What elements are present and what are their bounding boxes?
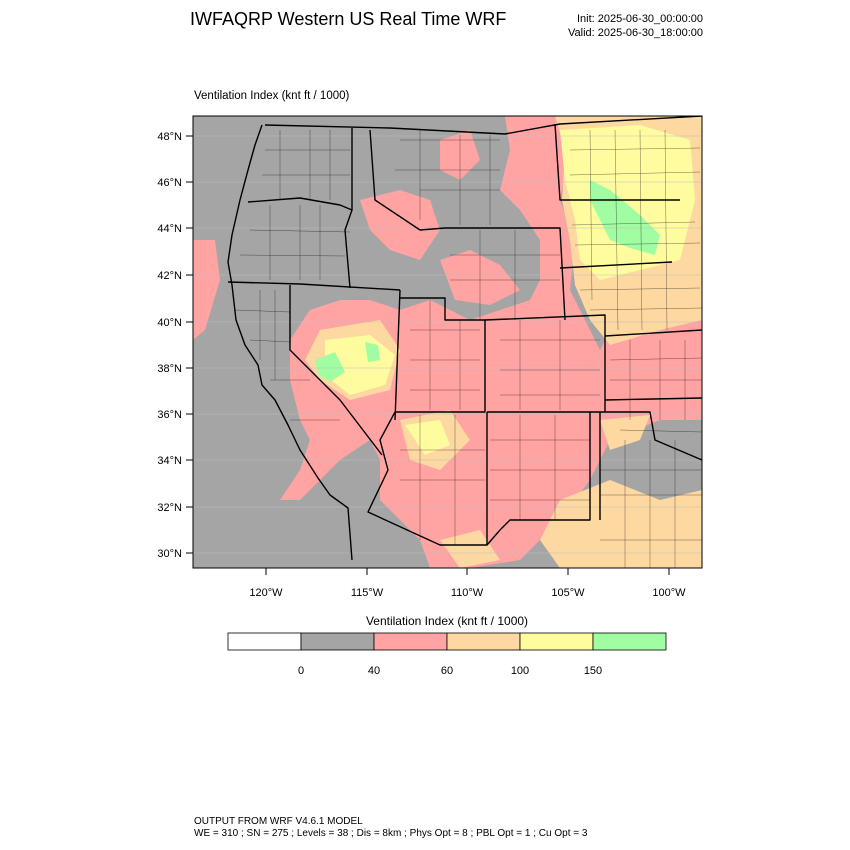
init-time: Init: 2025-06-30_00:00:00 xyxy=(577,13,703,25)
longitude-axis: 120°W 115°W 110°W 105°W 100°W xyxy=(249,568,686,599)
legend-threshold: 150 xyxy=(584,665,602,677)
valid-time: Valid: 2025-06-30_18:00:00 xyxy=(568,27,703,39)
model-info-line2: WE = 310 ; SN = 275 ; Levels = 38 ; Dis … xyxy=(194,828,588,839)
lat-label: 44°N xyxy=(157,223,182,235)
legend-bin xyxy=(373,632,448,651)
lat-label: 48°N xyxy=(157,131,182,143)
lat-label: 36°N xyxy=(157,409,182,421)
lat-label: 38°N xyxy=(157,363,182,375)
color-legend: 0 40 60 100 150 xyxy=(227,632,667,677)
lat-label: 32°N xyxy=(157,502,182,514)
lat-label: 46°N xyxy=(157,177,182,189)
legend-threshold: 0 xyxy=(298,665,304,677)
lon-label: 105°W xyxy=(551,587,585,599)
legend-bin xyxy=(300,632,375,651)
model-info-line1: OUTPUT FROM WRF V4.6.1 MODEL xyxy=(194,816,363,827)
field-gt150 xyxy=(315,180,660,382)
map-panel xyxy=(193,116,702,568)
legend-threshold: 40 xyxy=(368,665,380,677)
county-boundaries xyxy=(234,129,702,568)
plot-title: IWFAQRP Western US Real Time WRF xyxy=(190,9,507,29)
lon-label: 120°W xyxy=(249,587,283,599)
lon-label: 100°W xyxy=(652,587,686,599)
lat-label: 30°N xyxy=(157,548,182,560)
lat-label: 34°N xyxy=(157,455,182,467)
legend-title: Ventilation Index (knt ft / 1000) xyxy=(365,614,529,628)
lat-label: 40°N xyxy=(157,317,182,329)
legend-bin xyxy=(227,632,302,651)
legend-threshold: 60 xyxy=(441,665,453,677)
lon-label: 110°W xyxy=(451,587,484,599)
latitude-axis: 48°N 46°N 44°N 42°N 40°N 38°N 36°N 34°N … xyxy=(157,131,193,560)
lon-label: 115°W xyxy=(351,587,384,599)
legend-bin xyxy=(519,632,594,651)
legend-bin xyxy=(446,632,521,651)
map-frame xyxy=(192,115,703,569)
legend-threshold: 100 xyxy=(511,665,529,677)
state-boundaries xyxy=(227,116,702,561)
lat-label: 42°N xyxy=(157,270,182,282)
legend-bin xyxy=(592,632,667,651)
field-label: Ventilation Index (knt ft / 1000) xyxy=(194,90,350,102)
